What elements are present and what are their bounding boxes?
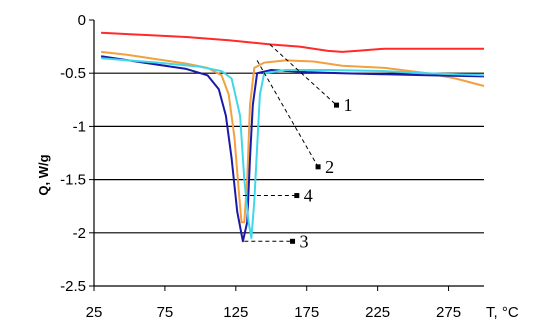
y-tick-label-3: -1.5 (60, 172, 86, 189)
series-line-4 (101, 57, 485, 240)
y-tick-label-0: 0 (78, 12, 86, 29)
x-tick-label-3: 175 (294, 304, 319, 321)
series-line-2 (100, 50, 485, 224)
series-line-3 (100, 55, 485, 243)
x-tick-label-0: 25 (86, 304, 103, 321)
y-tick-label-1: -0.5 (60, 65, 86, 82)
y-tick-label-4: -2 (73, 225, 86, 242)
series-lines (100, 31, 485, 243)
x-tick-label-2: 125 (223, 304, 248, 321)
callout-marker-1 (334, 102, 340, 108)
axes (89, 19, 484, 291)
series-line-1 (101, 31, 484, 53)
callout-label-3: 3 (300, 231, 309, 251)
callout-label-4: 4 (304, 186, 313, 206)
callout-line-2 (256, 60, 319, 168)
callout-lines: 1 24 3 (242, 44, 353, 251)
tick-labels: 0 -0.5 -1 -1.5 -2 -2.525 75 125 175 225 275 (60, 12, 461, 321)
callout-marker-3 (290, 238, 296, 244)
y-axis-label: Q, W/g (36, 154, 51, 195)
grid-lines (94, 72, 484, 234)
callout-marker-4 (294, 193, 300, 199)
x-axis-label: T, °C (486, 304, 519, 321)
y-tick-label-2: -1 (73, 118, 86, 135)
callout-label-2: 2 (325, 157, 334, 177)
x-tick-label-4: 225 (365, 304, 390, 321)
x-tick-label-5: 275 (436, 304, 461, 321)
callout-line-1 (269, 44, 337, 106)
y-tick-label-5: -2.5 (60, 278, 86, 295)
x-tick-label-1: 75 (157, 304, 174, 321)
callout-label-1: 1 (344, 95, 353, 115)
callout-marker-2 (315, 164, 321, 170)
